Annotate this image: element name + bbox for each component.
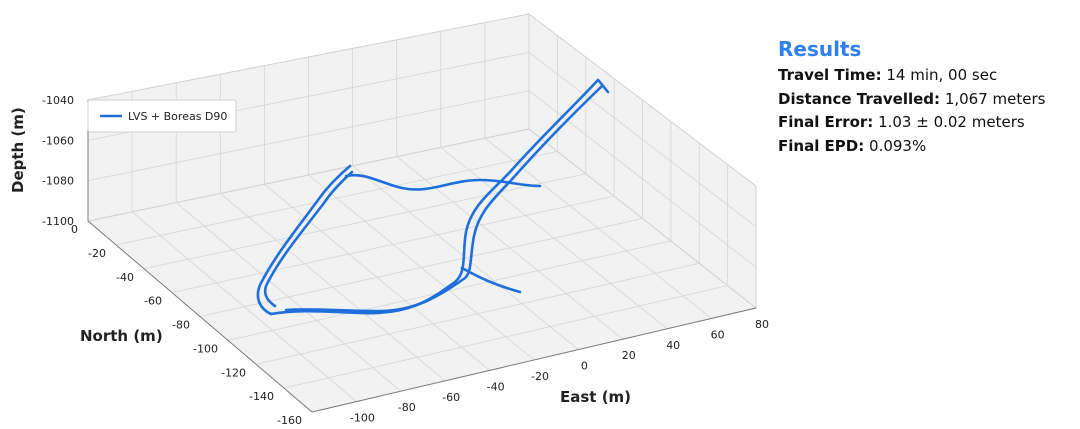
y-tick-label: -160 [277, 414, 302, 427]
floor-grid-line-north [143, 173, 586, 270]
trajectory-segment [284, 84, 604, 313]
results-title: Results [778, 37, 862, 61]
z-tick-label: -1060 [42, 134, 74, 147]
x-tick-label: -40 [487, 380, 505, 393]
legend: LVS + Boreas D90 [87, 99, 237, 133]
north-axis-line [87, 220, 313, 413]
z-tick-label: -1080 [42, 175, 74, 188]
trajectory-segment [263, 170, 354, 308]
trajectory-lines [256, 78, 610, 316]
y-axis-label: North (m) [80, 327, 163, 345]
z-tick-label: -1040 [42, 94, 74, 107]
y-tick-label: -140 [249, 390, 274, 403]
y-tick-label: 0 [71, 223, 78, 236]
y-tick-label: -60 [144, 295, 162, 308]
final-error-label: Final Error: [778, 113, 874, 131]
y-tick-label: -40 [116, 271, 134, 284]
final-epd-value: 0.093% [869, 136, 927, 155]
travel-time-label: Travel Time: [778, 66, 882, 84]
trajectory-segment [269, 78, 600, 316]
final-error-value: 1.03 ± 0.02 meters [878, 113, 1025, 131]
y-tick-label: -80 [172, 319, 190, 332]
z-tick-label: -1100 [42, 215, 74, 228]
x-tick-label: 0 [581, 360, 588, 373]
trajectory-segment [596, 78, 610, 94]
trajectory-segment [460, 266, 522, 294]
distance-travelled-label: Distance Travelled: [778, 89, 941, 108]
floor-grid-line-north [171, 195, 615, 294]
travel-time-value: 14 min, 00 sec [886, 66, 998, 84]
results-panel: Results Travel Time: 14 min, 00 sec Dist… [778, 36, 1068, 158]
y-tick-label: -100 [193, 342, 218, 355]
wall-grid-line-depth [87, 128, 757, 309]
x-tick-label: -60 [442, 391, 460, 404]
x-axis-label: East (m) [560, 388, 631, 406]
x-tick-label: 20 [622, 349, 636, 362]
floor-grid-line-north [255, 262, 700, 365]
x-tick-label: 40 [666, 339, 680, 352]
x-tick-label: -100 [350, 412, 375, 425]
y-tick-label: -120 [221, 366, 246, 379]
floor-grid-line-north [199, 218, 643, 317]
trajectory-segment [256, 164, 352, 316]
wall-grid-line-depth [87, 90, 757, 268]
y-tick-label: -20 [88, 247, 106, 260]
final-epd-line: Final EPD: 0.093% [778, 135, 1068, 159]
wall-grid-line-depth [87, 13, 757, 187]
axis-labels: East (m) North (m) Depth (m) [9, 107, 631, 406]
final-error-line: Final Error: 1.03 ± 0.02 meters [778, 111, 1068, 135]
x-tick-label: -80 [398, 401, 416, 414]
distance-travelled-value: 1,067 meters [944, 89, 1046, 108]
east-axis-line [311, 307, 757, 413]
x-tick-label: -20 [531, 370, 549, 383]
legend-label: LVS + Boreas D90 [128, 110, 227, 123]
x-tick-label: 60 [711, 328, 725, 341]
legend-box [87, 99, 237, 133]
final-epd-label: Final EPD: [778, 136, 865, 155]
travel-time-line: Travel Time: 14 min, 00 sec [778, 64, 1068, 88]
z-axis-label: Depth (m) [9, 107, 27, 193]
tick-labels: -100-80-60-40-200204060800-20-40-60-80-1… [42, 94, 769, 427]
x-tick-label: 80 [755, 318, 769, 331]
trajectory-segment [344, 173, 542, 191]
floor-grid-line-north [283, 285, 728, 389]
floor-grid-line-north [227, 240, 671, 341]
floor-grid-line-north [115, 150, 558, 246]
distance-travelled-line: Distance Travelled: 1,067 meters [778, 88, 1068, 112]
